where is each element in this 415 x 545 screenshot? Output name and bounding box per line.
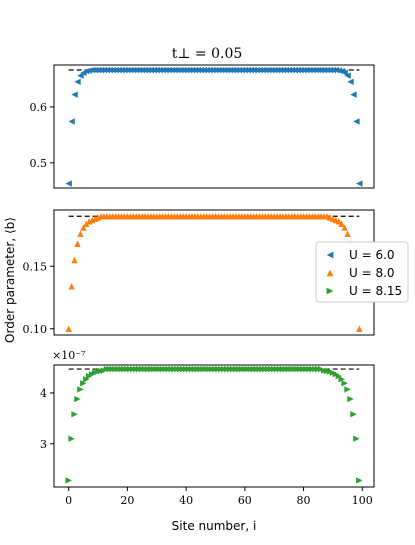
data-point	[83, 67, 90, 75]
x-tick-label: 40	[179, 494, 193, 507]
data-point	[80, 380, 87, 387]
legend: U = 6.0 U = 8.0 U = 8.15	[315, 241, 409, 303]
data-point	[86, 67, 93, 74]
x-tick-label: 80	[297, 494, 311, 507]
legend-marker	[326, 269, 334, 277]
y-tick-label: 0.5	[30, 157, 48, 170]
data-point	[77, 72, 84, 79]
axes-frame-top	[53, 64, 375, 189]
data-point	[347, 78, 354, 85]
data-point	[344, 230, 351, 237]
data-point	[68, 118, 75, 125]
data-point	[344, 72, 351, 79]
data-point	[335, 67, 342, 74]
legend-marker	[326, 251, 334, 259]
data-point	[83, 220, 90, 227]
series-top	[65, 66, 363, 187]
data-point	[341, 69, 348, 77]
data-point	[347, 395, 354, 403]
data-point	[356, 477, 363, 484]
data-point	[356, 325, 363, 332]
data-point	[341, 380, 348, 387]
data-point	[74, 240, 81, 247]
legend-entry: U = 8.15	[349, 284, 402, 298]
series-middle	[65, 213, 363, 332]
x-axis-label: Site number, i	[172, 519, 257, 533]
data-point	[68, 283, 75, 290]
data-point	[353, 118, 360, 125]
legend-entry: U = 8.0	[349, 266, 395, 280]
data-point	[335, 218, 342, 225]
chart-title: t⊥ = 0.05	[172, 46, 243, 62]
data-point	[353, 435, 360, 442]
data-point	[74, 78, 81, 85]
y-tick-label: 0.6	[30, 101, 48, 114]
data-point	[65, 325, 72, 332]
y-tick-label: 0.15	[23, 260, 48, 273]
data-point	[77, 230, 84, 237]
y-tick-label: 4	[40, 387, 47, 400]
x-tick-label: 100	[352, 494, 373, 507]
axes-frame-bottom	[53, 364, 375, 488]
data-point	[350, 411, 357, 418]
y-tick-label: 3	[40, 438, 47, 451]
x-tick-label: 0	[65, 494, 72, 507]
legend-marker	[326, 287, 334, 295]
data-point	[338, 220, 345, 227]
legend-entry: U = 6.0	[349, 248, 395, 262]
data-point	[68, 435, 75, 442]
data-point	[74, 395, 81, 403]
data-point	[350, 91, 357, 98]
legend-frame	[315, 241, 409, 303]
data-point	[71, 256, 78, 264]
data-point	[80, 224, 87, 231]
x-tick-label: 20	[120, 494, 134, 507]
data-point	[341, 224, 348, 231]
data-point	[344, 386, 351, 393]
y-axis-label: Order parameter, ⟨b⟩	[3, 217, 17, 343]
data-point	[356, 180, 363, 187]
data-point	[77, 386, 84, 393]
data-point	[71, 91, 78, 98]
data-point	[332, 66, 340, 74]
y-tick-label: 0.10	[23, 323, 48, 336]
data-point	[65, 180, 72, 187]
data-point	[71, 411, 78, 418]
x-tick-label: 60	[238, 494, 252, 507]
y-offset-label: ×10⁻⁷	[52, 349, 86, 362]
data-point	[338, 376, 345, 383]
data-point	[65, 477, 72, 484]
series-bottom	[65, 365, 363, 484]
